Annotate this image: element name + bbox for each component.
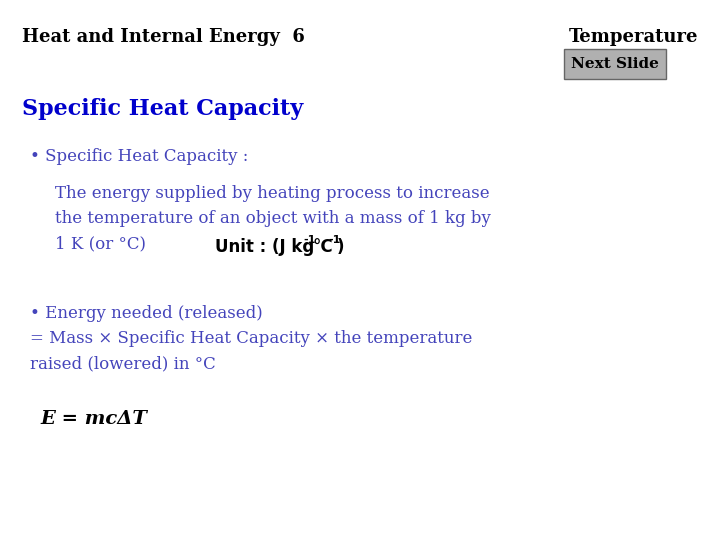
Text: = Mass × Specific Heat Capacity × the temperature: = Mass × Specific Heat Capacity × the te…	[30, 330, 472, 347]
Text: Specific Heat Capacity: Specific Heat Capacity	[22, 98, 303, 120]
Text: -1: -1	[303, 235, 315, 245]
Text: Unit : (J kg: Unit : (J kg	[215, 238, 314, 256]
Text: • Specific Heat Capacity :: • Specific Heat Capacity :	[30, 148, 248, 165]
Text: The energy supplied by heating process to increase: The energy supplied by heating process t…	[55, 185, 490, 202]
Text: Temperature: Temperature	[569, 28, 698, 46]
Text: °C: °C	[312, 238, 333, 256]
Text: • Energy needed (released): • Energy needed (released)	[30, 305, 263, 322]
Text: -1: -1	[328, 235, 341, 245]
Text: Heat and Internal Energy  6: Heat and Internal Energy 6	[22, 28, 305, 46]
Text: raised (lowered) in °C: raised (lowered) in °C	[30, 355, 216, 372]
Text: 1 K (or °C): 1 K (or °C)	[55, 235, 146, 252]
Text: E = mcΔT: E = mcΔT	[40, 410, 147, 428]
FancyBboxPatch shape	[564, 49, 666, 79]
Text: ): )	[337, 238, 344, 256]
Text: the temperature of an object with a mass of 1 kg by: the temperature of an object with a mass…	[55, 210, 491, 227]
Text: Next Slide: Next Slide	[571, 57, 659, 71]
